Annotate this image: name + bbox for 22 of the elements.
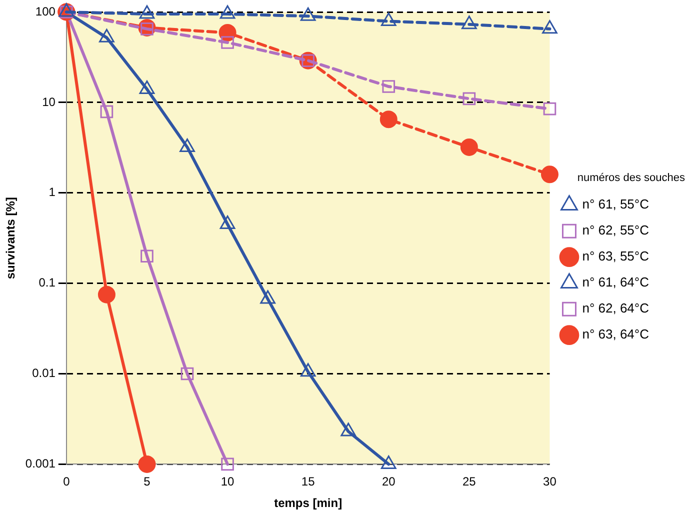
y-axis-title: survivants [%] [4,197,18,280]
legend-label: n° 63, 64°C [582,326,650,342]
x-tick-label: 25 [462,474,476,489]
legend-title: numéros des souches [577,172,686,184]
legend-label: n° 62, 55°C [582,222,650,238]
y-tick-label: 100 [35,4,56,18]
y-tick-label: 0.1 [38,276,56,290]
y-tick-label: 1 [48,185,56,200]
x-tick-label: 20 [382,474,396,489]
x-tick-label: 5 [144,474,151,489]
y-tick-label: 10 [42,94,56,109]
x-tick-label: 10 [220,474,235,489]
x-tick-label: 0 [63,474,70,489]
x-tick-label: 15 [301,474,316,489]
y-tick-label: 0.001 [25,456,56,471]
x-axis-title: temps [min] [274,496,342,510]
legend-label: n° 63, 55°C [582,248,650,264]
legend-label: n° 61, 64°C [582,274,650,290]
x-tick-label: 30 [543,474,557,489]
legend-label: n° 61, 55°C [582,196,650,212]
y-tick-label: 0.01 [32,366,56,380]
legend-label: n° 62, 64°C [582,300,650,316]
